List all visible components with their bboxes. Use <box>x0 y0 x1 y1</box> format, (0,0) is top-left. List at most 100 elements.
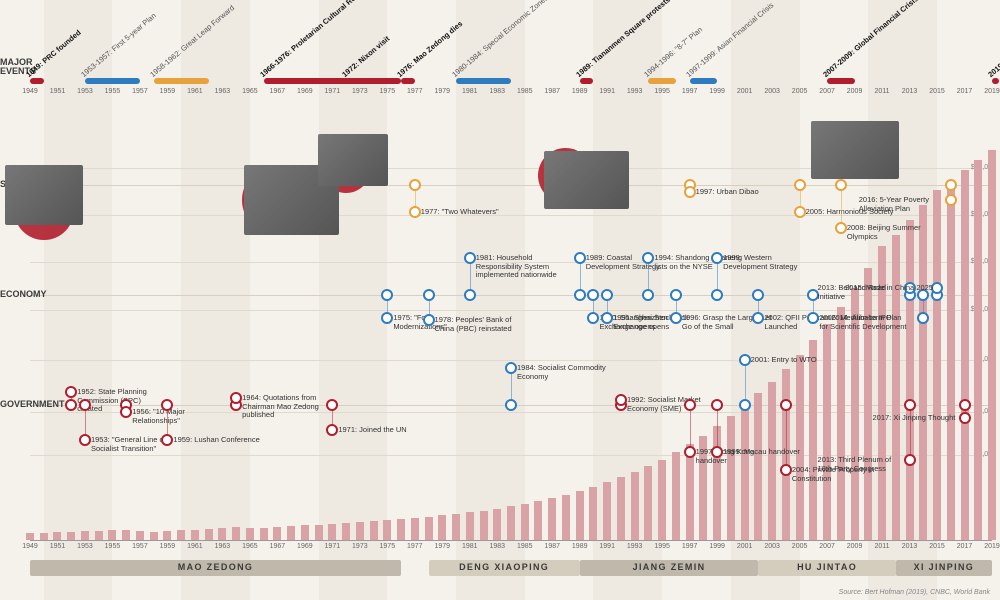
annotation-stem <box>690 405 691 452</box>
gdp-bar <box>40 533 48 540</box>
year-tick-bottom: 2007 <box>819 543 835 550</box>
year-tick-top: 1957 <box>132 88 148 95</box>
annotation-label: 2008: Beijing Summer Olympics <box>847 224 937 241</box>
annotation-dot <box>904 399 916 411</box>
gdp-bar <box>933 190 941 540</box>
annotation-dot <box>574 252 586 264</box>
event-bar <box>154 78 209 84</box>
year-tick-top: 1999 <box>709 88 725 95</box>
year-tick-bottom: 1953 <box>77 543 93 550</box>
annotation-dot <box>684 446 696 458</box>
gdp-bar <box>397 519 405 540</box>
annotation-label: 2016: 5-Year Poverty Alleviation Plan <box>859 196 949 213</box>
year-tick-bottom: 2019 <box>984 543 1000 550</box>
year-tick-top: 1949 <box>22 88 38 95</box>
year-tick-top: 1963 <box>215 88 231 95</box>
annotation-dot <box>464 252 476 264</box>
year-tick-bottom: 1971 <box>325 543 341 550</box>
event-bar <box>648 78 675 84</box>
year-tick-bottom: 1973 <box>352 543 368 550</box>
gdp-bar <box>273 527 281 540</box>
gdp-bar <box>644 466 652 540</box>
year-tick-bottom: 2001 <box>737 543 753 550</box>
gdp-bar <box>864 268 872 540</box>
gdp-bar <box>383 520 391 540</box>
event-bar <box>346 78 360 84</box>
year-tick-bottom: 1989 <box>572 543 588 550</box>
gdp-bar <box>906 220 914 540</box>
annotation-dot <box>684 399 696 411</box>
year-tick-top: 2009 <box>847 88 863 95</box>
annotation-dot <box>711 252 723 264</box>
event-bar <box>580 78 594 84</box>
gdp-bar <box>672 452 680 540</box>
gdp-bar <box>411 518 419 540</box>
year-tick-bottom: 1987 <box>544 543 560 550</box>
gdp-bar <box>205 529 213 540</box>
year-tick-top: 1953 <box>77 88 93 95</box>
annotation-label: 2017: Xi Jinping Thought <box>873 414 956 423</box>
annotation-dot <box>409 179 421 191</box>
annotation-dot <box>794 206 806 218</box>
gdp-bar <box>301 525 309 540</box>
annotation-dot <box>574 289 586 301</box>
year-tick-top: 1981 <box>462 88 478 95</box>
gdp-bar <box>754 393 762 540</box>
annotation-label: 1959: Lushan Conference <box>173 436 259 445</box>
annotation-dot <box>917 312 929 324</box>
photo-placeholder <box>5 165 83 225</box>
annotation-dot <box>65 386 77 398</box>
annotation-dot <box>505 399 517 411</box>
year-tick-top: 2019 <box>984 88 1000 95</box>
gdp-bar <box>191 530 199 540</box>
annotation-dot <box>835 222 847 234</box>
gdp-bar <box>425 517 433 540</box>
leader-label: HU JINTAO <box>758 562 895 572</box>
annotation-dot <box>642 252 654 264</box>
year-tick-top: 1979 <box>434 88 450 95</box>
annotation-dot <box>945 179 957 191</box>
gdp-bar <box>631 472 639 540</box>
year-tick-top: 1967 <box>270 88 286 95</box>
annotation-dot <box>79 399 91 411</box>
year-tick-top: 2013 <box>902 88 918 95</box>
annotation-dot <box>381 312 393 324</box>
gdp-bar <box>452 514 460 540</box>
gdp-bar <box>727 416 735 540</box>
year-tick-bottom: 1979 <box>434 543 450 550</box>
leader-label: DENG XIAOPING <box>429 562 580 572</box>
year-tick-top: 2015 <box>929 88 945 95</box>
gdp-bar <box>521 504 529 540</box>
year-tick-top: 1975 <box>380 88 396 95</box>
year-tick-top: 1973 <box>352 88 368 95</box>
annotation-dot <box>711 289 723 301</box>
annotation-label: 1984: Socialist Commodity Economy <box>517 364 607 381</box>
event-bar <box>401 78 415 84</box>
annotation-dot <box>807 312 819 324</box>
annotation-label: 2015: Made in China 2025 <box>845 284 933 293</box>
year-tick-top: 1971 <box>325 88 341 95</box>
annotation-dot <box>959 399 971 411</box>
gdp-bar <box>741 405 749 540</box>
year-tick-bottom: 1997 <box>682 543 698 550</box>
gdp-bar <box>534 501 542 540</box>
annotation-dot <box>670 289 682 301</box>
gdp-bar <box>548 498 556 540</box>
annotation-dot <box>464 289 476 301</box>
year-tick-bottom: 1991 <box>599 543 615 550</box>
gdp-bar <box>163 531 171 540</box>
annotation-dot <box>161 434 173 446</box>
year-tick-top: 1955 <box>105 88 121 95</box>
event-bar <box>30 78 44 84</box>
year-tick-bottom: 2017 <box>957 543 973 550</box>
year-tick-bottom: 1977 <box>407 543 423 550</box>
year-tick-bottom: 1961 <box>187 543 203 550</box>
annotation-dot <box>409 206 421 218</box>
annotation-stem <box>786 405 787 470</box>
event-bar <box>827 78 854 84</box>
annotation-label: 1981: Household Responsibility System im… <box>476 254 566 280</box>
leader-label: JIANG ZEMIN <box>580 562 759 572</box>
year-tick-bottom: 2013 <box>902 543 918 550</box>
annotation-dot <box>684 186 696 198</box>
year-tick-top: 1989 <box>572 88 588 95</box>
